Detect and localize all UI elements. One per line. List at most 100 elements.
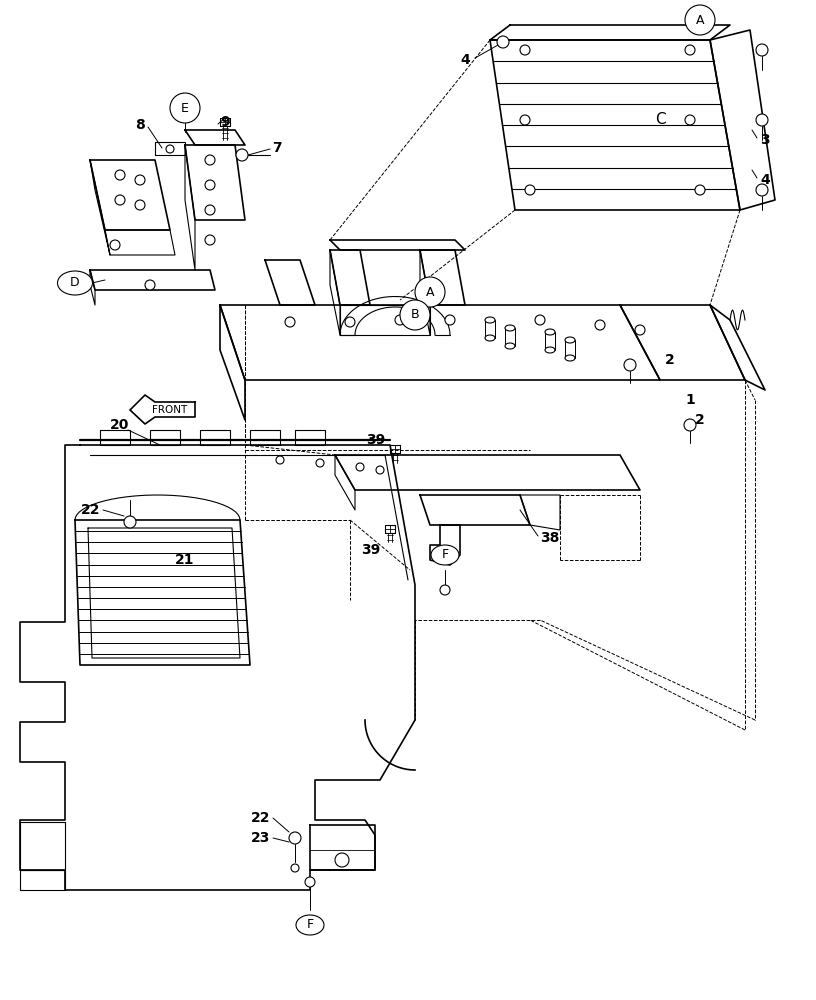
Ellipse shape [545,329,555,335]
Circle shape [624,359,636,371]
Ellipse shape [431,545,459,565]
Circle shape [376,466,384,474]
Text: A: A [426,286,434,298]
Polygon shape [330,250,340,335]
Text: FRONT: FRONT [153,405,188,415]
Circle shape [166,145,174,153]
Polygon shape [520,495,560,530]
Polygon shape [90,160,170,230]
Circle shape [115,170,125,180]
Text: 21: 21 [175,553,195,567]
Polygon shape [105,230,175,255]
Text: E: E [181,102,189,114]
Polygon shape [385,525,395,533]
Polygon shape [220,118,230,126]
Text: 1: 1 [685,393,694,407]
Text: 39: 39 [361,543,380,557]
Polygon shape [90,160,110,255]
Text: 23: 23 [251,831,270,845]
Ellipse shape [505,343,515,349]
Circle shape [635,325,645,335]
Circle shape [115,195,125,205]
Circle shape [145,280,155,290]
Circle shape [135,175,145,185]
Polygon shape [100,430,130,445]
Circle shape [535,315,545,325]
Polygon shape [335,455,640,490]
Circle shape [756,114,768,126]
Text: C: C [654,112,665,127]
Circle shape [685,45,695,55]
Text: 7: 7 [272,141,282,155]
Text: 4: 4 [760,173,769,187]
Polygon shape [150,430,180,445]
Circle shape [497,36,509,48]
Circle shape [685,5,715,35]
Polygon shape [155,142,185,155]
Polygon shape [185,130,245,145]
Circle shape [205,155,215,165]
Text: B: B [410,308,419,322]
Polygon shape [330,240,465,250]
Circle shape [595,320,605,330]
Polygon shape [20,870,65,890]
Circle shape [395,315,405,325]
Text: 8: 8 [135,118,145,132]
Polygon shape [20,822,65,870]
Polygon shape [420,250,465,305]
Text: A: A [696,13,704,26]
Circle shape [520,115,530,125]
Polygon shape [130,395,195,424]
Polygon shape [185,145,245,220]
Polygon shape [430,525,460,565]
Circle shape [236,149,248,161]
Polygon shape [330,250,370,305]
Circle shape [400,300,430,330]
Circle shape [415,277,445,307]
Circle shape [695,185,705,195]
Text: D: D [70,276,80,290]
Text: 3: 3 [760,133,769,147]
Text: 9: 9 [220,115,229,129]
Text: 38: 38 [540,531,560,545]
Ellipse shape [505,325,515,331]
Ellipse shape [296,915,324,935]
Polygon shape [710,30,775,210]
Circle shape [756,184,768,196]
Text: 2: 2 [665,353,675,367]
Polygon shape [75,520,250,665]
Circle shape [684,419,696,431]
Circle shape [289,832,301,844]
Polygon shape [710,305,765,390]
Circle shape [520,45,530,55]
Circle shape [205,180,215,190]
Circle shape [124,516,136,528]
Circle shape [445,315,455,325]
Ellipse shape [565,355,575,361]
Circle shape [205,205,215,215]
Text: 20: 20 [110,418,130,432]
Ellipse shape [485,335,495,341]
Text: F: F [307,918,313,932]
Text: 39: 39 [366,433,385,447]
Polygon shape [620,305,745,380]
Circle shape [305,877,315,887]
Polygon shape [335,455,355,510]
Polygon shape [295,430,325,445]
Circle shape [335,853,349,867]
Text: 4: 4 [460,53,470,67]
Circle shape [316,459,324,467]
Circle shape [356,463,364,471]
Ellipse shape [57,271,92,295]
Circle shape [110,240,120,250]
Ellipse shape [565,337,575,343]
Circle shape [285,317,295,327]
Polygon shape [220,305,660,380]
Ellipse shape [485,317,495,323]
Polygon shape [490,40,740,210]
Polygon shape [250,430,280,445]
Circle shape [756,44,768,56]
Polygon shape [220,305,245,420]
Circle shape [135,200,145,210]
Circle shape [205,235,215,245]
